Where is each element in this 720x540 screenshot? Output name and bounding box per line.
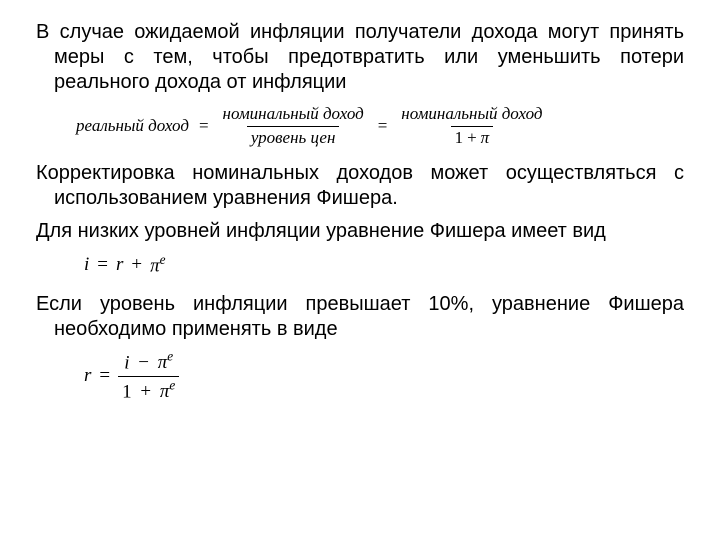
var-r: r xyxy=(84,365,91,387)
superscript-e: e xyxy=(160,252,166,267)
equals-sign: = xyxy=(93,254,112,276)
paragraph-4: Если уровень инфляции превышает 10%, ура… xyxy=(36,292,684,342)
plus-sign: + xyxy=(127,254,146,276)
fraction-2-num: номинальный доход xyxy=(397,105,546,126)
formula-fisher-simple: i = r + πe xyxy=(84,252,684,277)
var-pi: πe xyxy=(150,252,165,277)
fraction-fisher-den: 1 + πe xyxy=(118,376,179,403)
formula-row: i = r + πe xyxy=(84,252,166,277)
formula-real-income: реальный доход = номинальный доход урове… xyxy=(76,105,684,147)
fraction-1-den: уровень цен xyxy=(247,126,340,148)
minus-sign: − xyxy=(134,352,153,373)
superscript-e: e xyxy=(169,378,175,393)
den-pi: π xyxy=(481,128,490,147)
den-one: 1 xyxy=(455,128,464,147)
formula-row: r = i − πe 1 + πe xyxy=(84,350,179,403)
num-pi: πe xyxy=(158,352,173,373)
var-i: i xyxy=(84,254,89,276)
fraction-2-den: 1+π xyxy=(451,126,494,148)
num-i: i xyxy=(124,352,129,373)
fraction-2: номинальный доход 1+π xyxy=(397,105,546,147)
equals-sign: = xyxy=(374,116,392,136)
var-r: r xyxy=(116,254,123,276)
fraction-1: номинальный доход уровень цен xyxy=(219,105,368,147)
plus-sign: + xyxy=(463,128,481,147)
fraction-fisher: i − πe 1 + πe xyxy=(118,350,179,403)
superscript-e: e xyxy=(167,349,173,364)
equals-sign: = xyxy=(95,365,114,387)
fraction-1-num: номинальный доход xyxy=(219,105,368,126)
paragraph-3: Для низких уровней инфляции уравнение Фи… xyxy=(36,219,684,244)
formula-row: реальный доход = номинальный доход урове… xyxy=(76,105,684,147)
paragraph-1: В случае ожидаемой инфляции получатели д… xyxy=(36,20,684,95)
fraction-fisher-num: i − πe xyxy=(120,350,177,376)
formula-fisher-full: r = i − πe 1 + πe xyxy=(84,350,684,403)
den-one: 1 xyxy=(122,381,132,402)
paragraph-2: Корректировка номинальных доходов может … xyxy=(36,161,684,211)
plus-sign: + xyxy=(136,381,155,402)
den-pi: πe xyxy=(160,381,175,402)
formula-lhs: реальный доход xyxy=(76,116,189,136)
equals-sign: = xyxy=(195,116,213,136)
slide-content: В случае ожидаемой инфляции получатели д… xyxy=(0,0,720,540)
